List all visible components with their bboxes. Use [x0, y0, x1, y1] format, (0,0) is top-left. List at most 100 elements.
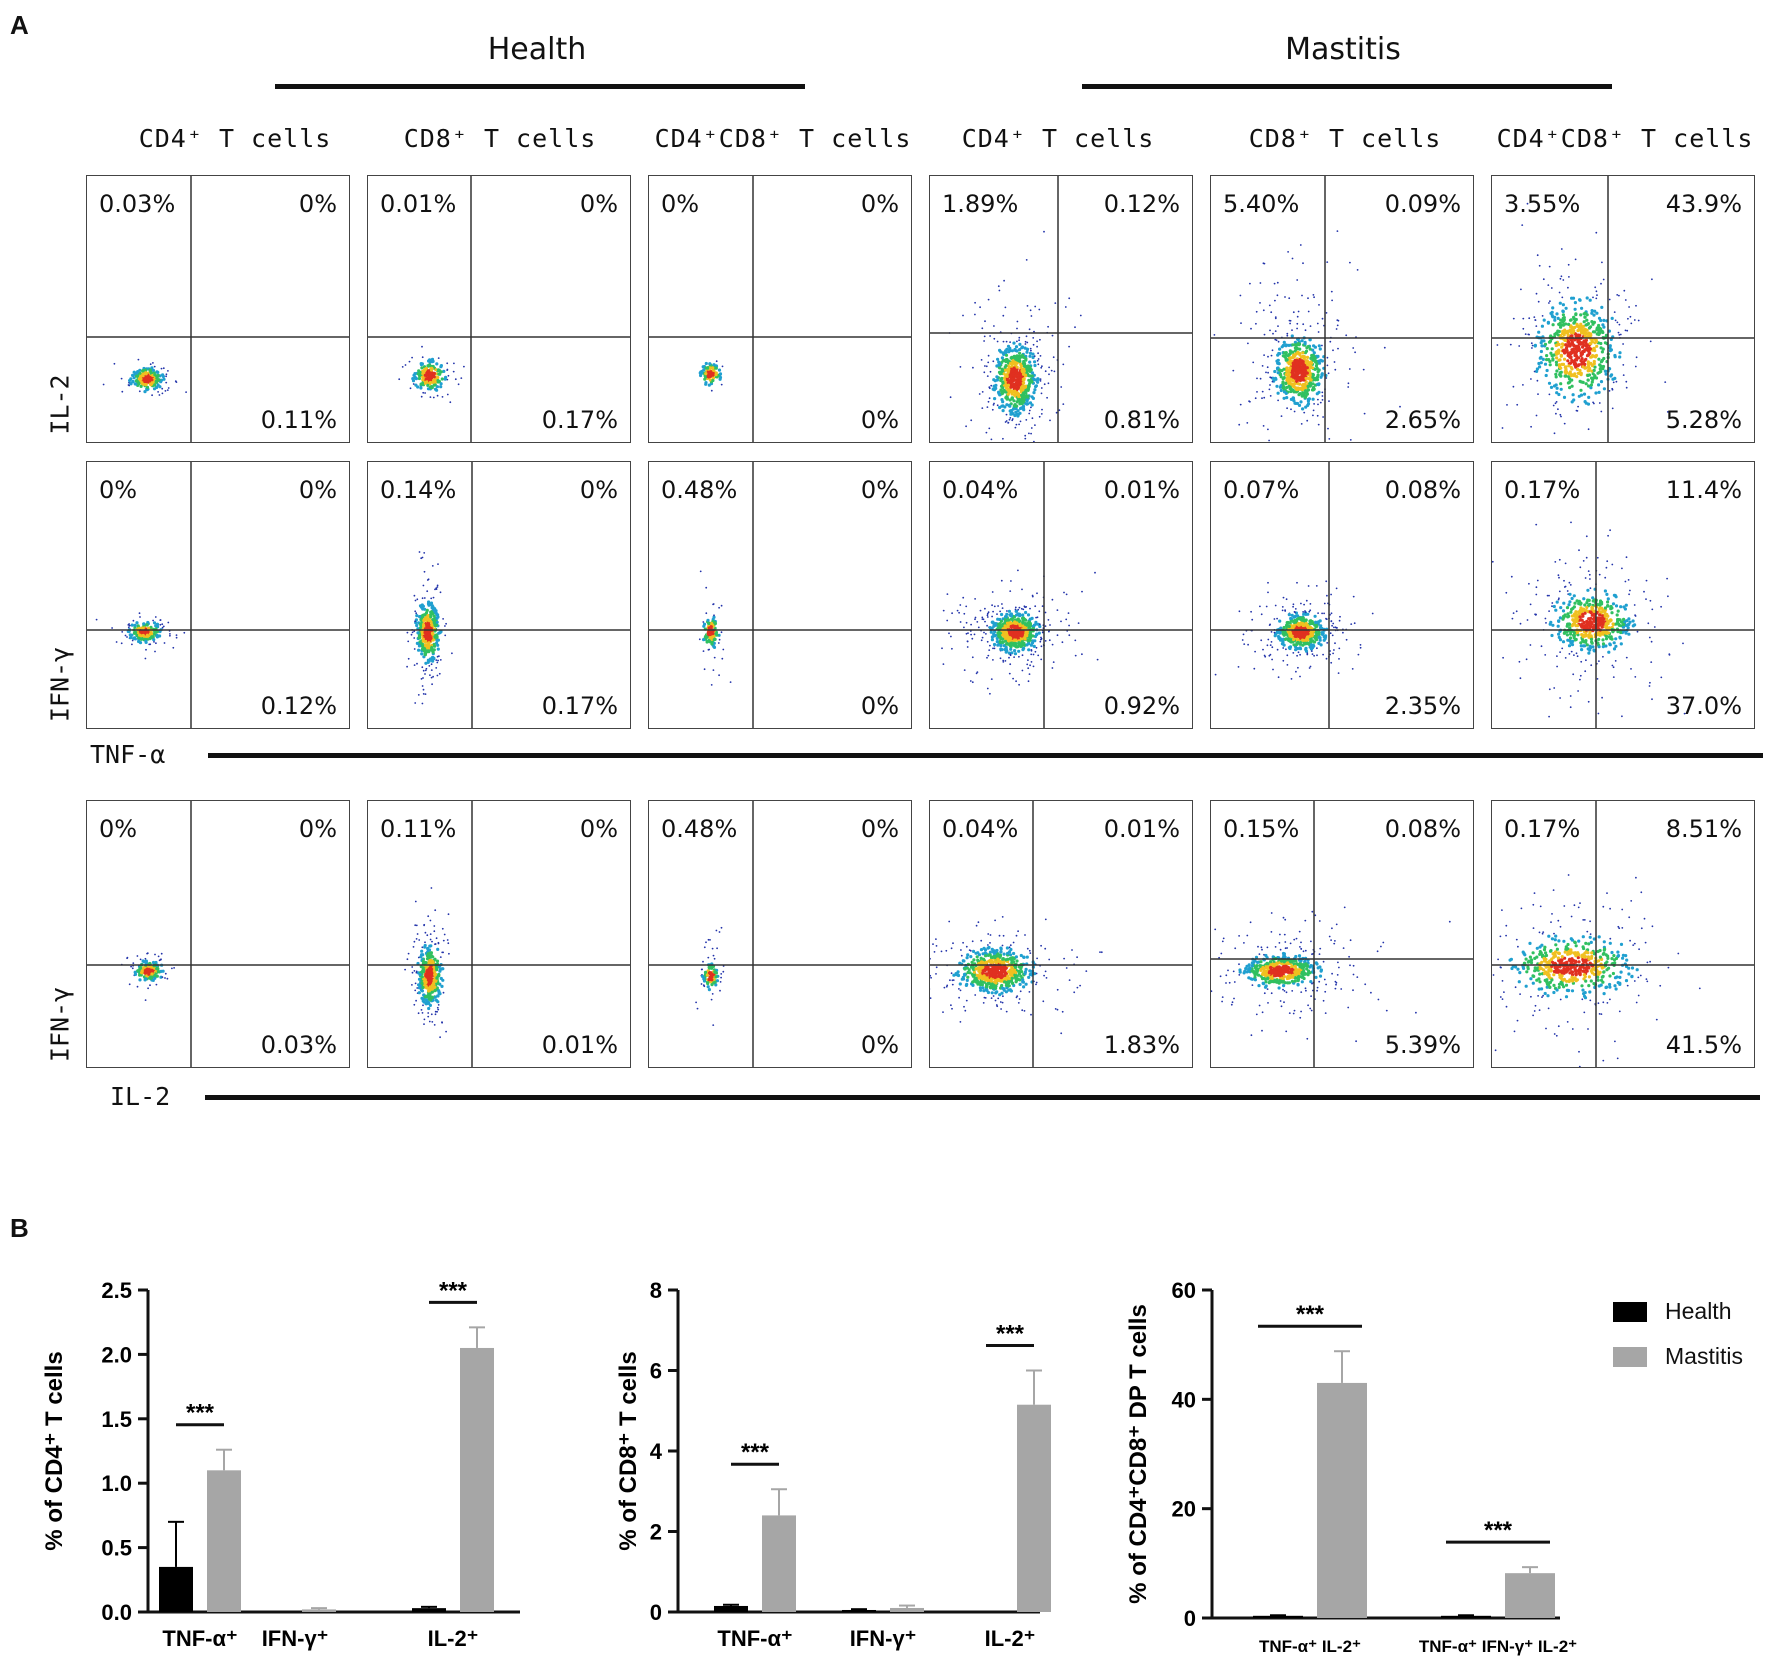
flow-event: [1399, 405, 1401, 408]
flow-event: [1271, 646, 1274, 649]
flow-event: [144, 383, 148, 387]
flow-event: [1556, 316, 1560, 320]
flow-event: [1024, 388, 1028, 392]
flow-event: [1031, 355, 1035, 360]
flow-event: [1304, 386, 1308, 390]
flow-event: [1604, 372, 1608, 376]
flow-event: [1041, 605, 1044, 607]
flow-event: [419, 363, 424, 367]
flow-event: [139, 384, 143, 388]
flow-event: [708, 640, 712, 644]
flow-event: [1035, 616, 1037, 619]
flow-event: [1295, 360, 1299, 364]
flow-event: [1594, 338, 1598, 342]
flow-event: [992, 610, 994, 613]
flow-event: [1267, 638, 1270, 641]
flow-event: [1296, 647, 1300, 651]
flow-event: [430, 604, 434, 608]
flow-event: [1282, 351, 1286, 355]
flow-event: [1338, 619, 1341, 622]
flow-event: [1297, 666, 1299, 669]
flow-event: [1590, 311, 1594, 315]
flow-event: [413, 637, 416, 639]
flow-event: [1349, 261, 1351, 264]
flow-event: [974, 313, 976, 316]
flow-event: [1553, 318, 1557, 322]
flow-event: [996, 613, 998, 615]
flow-event: [1303, 342, 1307, 346]
flow-event: [708, 362, 712, 366]
flow-event: [1330, 620, 1333, 622]
flow-event: [1243, 643, 1246, 645]
flow-event: [148, 632, 152, 636]
flow-event: [1004, 353, 1009, 357]
flow-event: [1030, 374, 1034, 378]
flow-event: [1338, 658, 1340, 660]
flow-event: [121, 631, 124, 633]
flow-event: [1018, 348, 1022, 352]
flow-event: [95, 618, 98, 621]
flow-event: [172, 646, 175, 649]
flow-event: [1036, 616, 1039, 619]
flow-event: [1574, 313, 1578, 317]
flow-event: [1044, 611, 1047, 614]
flow-event: [1062, 403, 1065, 405]
flow-event: [1601, 364, 1606, 369]
flow-event: [129, 636, 133, 640]
flow-event: [1564, 365, 1568, 369]
flow-event: [1012, 341, 1016, 345]
quadrant-percent-br: 5.28%: [1665, 406, 1742, 434]
flow-event: [1558, 301, 1562, 305]
flow-event: [706, 366, 710, 370]
flow-event: [1356, 269, 1359, 271]
flow-event: [1310, 353, 1314, 358]
flow-event: [129, 382, 133, 386]
flow-event: [1551, 315, 1555, 319]
flow-event: [1591, 377, 1595, 382]
flow-event: [1316, 322, 1319, 325]
flow-event: [1044, 625, 1047, 627]
flow-event: [115, 641, 118, 643]
flow-event: [1014, 609, 1018, 613]
flow-plot: 3.55% 43.9% 5.28%: [1491, 175, 1755, 443]
flow-event: [1013, 413, 1017, 418]
flow-event: [1600, 410, 1603, 413]
flow-event: [711, 376, 715, 380]
flow-event: [1633, 319, 1636, 321]
flow-event: [986, 406, 989, 408]
flow-event: [987, 361, 990, 364]
flow-event: [1622, 364, 1625, 366]
flow-event: [1555, 312, 1559, 316]
flow-event: [1269, 653, 1272, 656]
flow-event: [1009, 385, 1013, 389]
flow-event: [1586, 378, 1590, 382]
flow-event: [991, 387, 995, 391]
flow-event: [1289, 382, 1293, 386]
flow-event: [159, 619, 162, 621]
flow-event: [1608, 298, 1611, 301]
flow-event: [1278, 619, 1282, 623]
flow-event: [1551, 602, 1554, 604]
flow-event: [992, 404, 995, 406]
flow-event: [994, 383, 998, 387]
quadrant-percent-tl: 0%: [661, 190, 700, 218]
flow-event: [430, 676, 433, 679]
flow-event: [1309, 647, 1314, 651]
flow-event: [128, 624, 131, 627]
flow-event: [1293, 349, 1297, 353]
flow-event: [1032, 343, 1035, 346]
flow-event: [970, 419, 973, 422]
flow-event: [1038, 308, 1041, 311]
flow-event: [986, 624, 988, 627]
flow-event: [414, 610, 417, 613]
flow-event: [1616, 294, 1619, 296]
flow-event: [1237, 666, 1240, 668]
flow-event: [986, 640, 989, 643]
flow-event: [1232, 369, 1235, 372]
flow-event: [436, 661, 439, 664]
flow-event: [1288, 297, 1291, 300]
flow-event: [1284, 610, 1287, 612]
flow-event: [1321, 399, 1324, 401]
flow-event: [1602, 278, 1605, 281]
flow-event: [1067, 612, 1070, 614]
